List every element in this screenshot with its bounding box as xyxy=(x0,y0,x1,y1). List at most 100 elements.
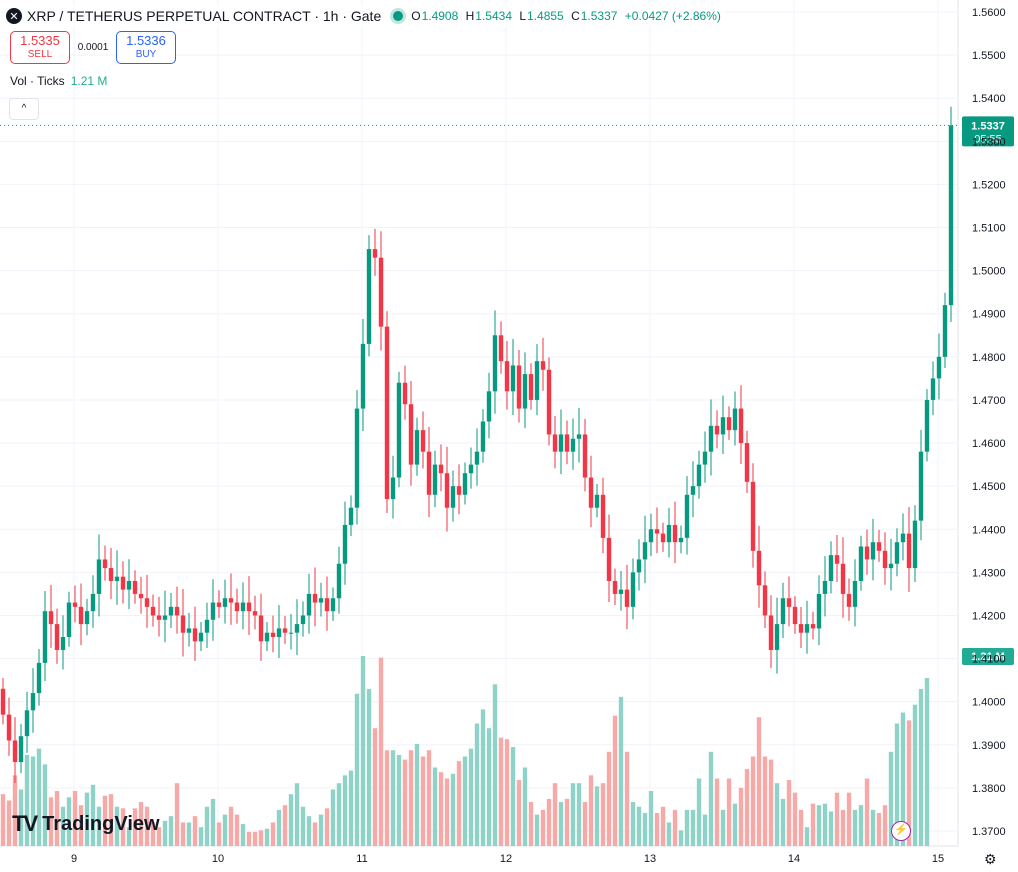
candle-body xyxy=(642,542,648,560)
volume-bar xyxy=(420,756,426,846)
candle xyxy=(402,365,408,420)
candle xyxy=(684,476,690,555)
candle xyxy=(234,588,240,624)
candle xyxy=(492,310,498,414)
buy-button[interactable]: 1.5336 BUY xyxy=(116,31,176,64)
volume-bar xyxy=(924,677,930,846)
candle xyxy=(228,573,234,625)
volume-bar xyxy=(48,797,54,846)
candle-body xyxy=(576,434,582,439)
market-status-icon[interactable] xyxy=(393,11,404,21)
candle-body xyxy=(732,408,738,431)
candle-body xyxy=(600,494,606,538)
candle xyxy=(666,507,672,558)
candle xyxy=(486,372,492,439)
candle xyxy=(174,586,180,634)
candle xyxy=(54,608,60,664)
candle xyxy=(444,446,450,532)
volume-bar xyxy=(354,693,360,846)
volume-bar xyxy=(738,787,744,846)
volume-bar xyxy=(240,824,246,846)
candle-body xyxy=(876,542,882,551)
candle xyxy=(24,691,30,753)
candle xyxy=(918,429,924,541)
volume-bar xyxy=(600,783,606,846)
volume-bar xyxy=(90,784,96,846)
settings-gear-icon[interactable]: ⚙ xyxy=(984,851,997,867)
volume-bar xyxy=(384,750,390,846)
candle xyxy=(384,311,390,514)
candle-body xyxy=(522,374,528,409)
volume-bar xyxy=(528,802,534,846)
candle xyxy=(924,389,930,462)
candle xyxy=(168,592,174,628)
candle-body xyxy=(810,624,816,629)
candle xyxy=(216,590,222,618)
candle-body xyxy=(240,602,246,612)
candle xyxy=(588,455,594,528)
x-icon[interactable]: ✕ xyxy=(6,8,22,24)
volume-bar xyxy=(168,816,174,846)
candle xyxy=(162,590,168,643)
candle xyxy=(300,601,306,637)
candle-body xyxy=(654,529,660,534)
volume-bar xyxy=(288,794,294,846)
candle-body xyxy=(396,382,402,478)
volume-bar xyxy=(396,754,402,846)
tradingview-logo[interactable]: TV TradingView xyxy=(12,811,160,836)
candle xyxy=(738,385,744,465)
volume-bar xyxy=(636,806,642,846)
candle-body xyxy=(390,477,396,500)
candle xyxy=(480,409,486,463)
candle-body xyxy=(258,615,264,642)
candle-body xyxy=(324,598,330,612)
volume-bar xyxy=(798,809,804,846)
symbol-title[interactable]: XRP / TETHERUS PERPETUAL CONTRACT · 1h ·… xyxy=(27,8,382,24)
collapse-legend-button[interactable]: ^ xyxy=(9,98,39,120)
candle-body xyxy=(186,628,192,633)
volume-bar xyxy=(624,751,630,846)
candle-body xyxy=(264,632,270,642)
sell-button[interactable]: 1.5335 SELL xyxy=(10,31,70,64)
volume-bar xyxy=(516,780,522,846)
chart-legend: ✕ XRP / TETHERUS PERPETUAL CONTRACT · 1h… xyxy=(6,6,725,26)
volume-bar xyxy=(474,723,480,846)
candle-body xyxy=(666,524,672,543)
volume-bar xyxy=(894,723,900,846)
lightning-icon[interactable]: ⚡ xyxy=(891,821,911,841)
candle xyxy=(564,420,570,465)
candle-body xyxy=(354,408,360,508)
y-tick-label: 1.5200 xyxy=(972,179,1006,191)
candle xyxy=(372,228,378,276)
volume-bar xyxy=(438,772,444,846)
volume-bar xyxy=(372,728,378,846)
candle xyxy=(288,614,294,650)
volume-bar xyxy=(192,816,198,846)
bar-countdown: 05:55 xyxy=(974,133,1002,145)
candle xyxy=(192,606,198,661)
candle xyxy=(0,677,6,725)
volume-bar xyxy=(300,806,306,846)
volume-bar xyxy=(60,806,66,846)
candle-body xyxy=(48,611,54,625)
open-value: 1.4908 xyxy=(421,9,459,23)
candle-body xyxy=(474,451,480,465)
volume-bar xyxy=(462,756,468,846)
y-tick-label: 1.4000 xyxy=(972,697,1006,709)
volume-legend[interactable]: Vol · Ticks 1.21 M xyxy=(10,74,108,88)
candle-body xyxy=(138,593,144,599)
candle xyxy=(750,463,756,568)
volume-bar xyxy=(102,795,108,846)
candle-body xyxy=(864,546,870,560)
volume-bar xyxy=(114,806,120,846)
candle-body xyxy=(180,615,186,633)
volume-bar xyxy=(732,803,738,846)
candle xyxy=(930,361,936,416)
volume-bar xyxy=(522,767,528,846)
candle xyxy=(222,579,228,624)
candle-body xyxy=(882,550,888,569)
volume-bar xyxy=(252,831,258,846)
candle xyxy=(744,430,750,493)
volume-bar xyxy=(684,809,690,846)
